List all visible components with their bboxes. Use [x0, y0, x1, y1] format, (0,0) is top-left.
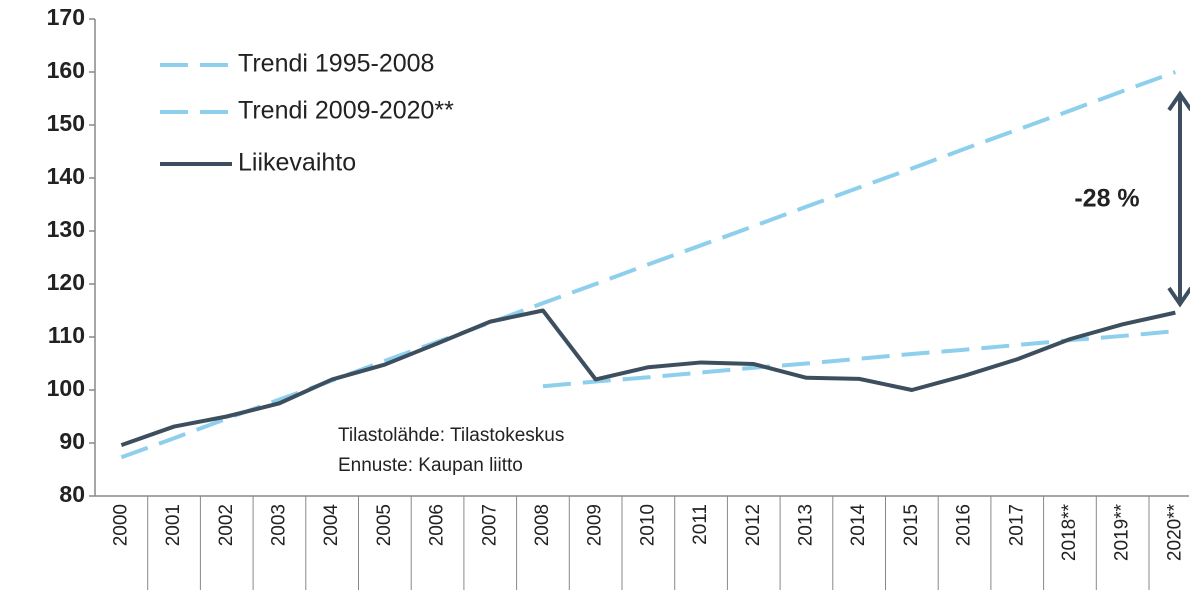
series-line	[120, 70, 1177, 460]
legend-label: Liikevaihto	[238, 149, 356, 177]
x-tick-label: 2008	[532, 504, 553, 546]
x-tick-label: 2009	[585, 504, 606, 546]
y-tick-label: 110	[48, 322, 85, 348]
y-tick-label: 170	[47, 4, 85, 30]
x-tick-label: 2001	[163, 504, 184, 546]
y-tick-label: 90	[59, 428, 85, 454]
y-tick-label: 130	[47, 216, 85, 242]
x-tick-label: 2016	[954, 504, 975, 546]
forecast-note: Ennuste: Kaupan liitto	[338, 455, 523, 476]
x-tick-label: 2007	[479, 504, 500, 546]
x-tick-label: 2011	[690, 504, 711, 545]
x-tick-label: 2018**	[1059, 503, 1080, 561]
x-tick-label: 2005	[374, 504, 395, 546]
x-tick-label: 2020**	[1164, 503, 1185, 561]
gap-label: -28 %	[1074, 185, 1139, 213]
series-line	[120, 308, 1176, 448]
y-tick-label: 100	[47, 375, 85, 401]
legend-label: Trendi 2009-2020**	[238, 97, 454, 125]
y-tick-label: 140	[47, 163, 85, 189]
y-tick-label: 80	[59, 481, 85, 507]
gap-arrow	[1167, 90, 1190, 308]
x-tick-label: 2014	[848, 504, 869, 547]
y-tick-label: 160	[47, 57, 85, 83]
source-note: Tilastolähde: Tilastokeskus	[338, 425, 564, 446]
x-tick-label: 2017	[1006, 504, 1027, 546]
x-tick-label: 2004	[321, 504, 342, 547]
x-tick-label: 2012	[743, 504, 764, 546]
legend-label: Trendi 1995-2008	[238, 50, 434, 78]
y-tick-label: 150	[47, 110, 85, 136]
x-tick-label: 2019**	[1112, 503, 1133, 561]
x-tick-label: 2003	[268, 504, 289, 546]
x-tick-label: 2015	[901, 504, 922, 546]
x-tick-label: 2006	[427, 504, 448, 546]
y-tick-label: 120	[47, 269, 85, 295]
x-tick-label: 2013	[795, 504, 816, 546]
x-tick-label: 2000	[110, 504, 131, 546]
x-tick-label: 2002	[216, 504, 237, 546]
x-tick-label: 2010	[637, 504, 658, 546]
